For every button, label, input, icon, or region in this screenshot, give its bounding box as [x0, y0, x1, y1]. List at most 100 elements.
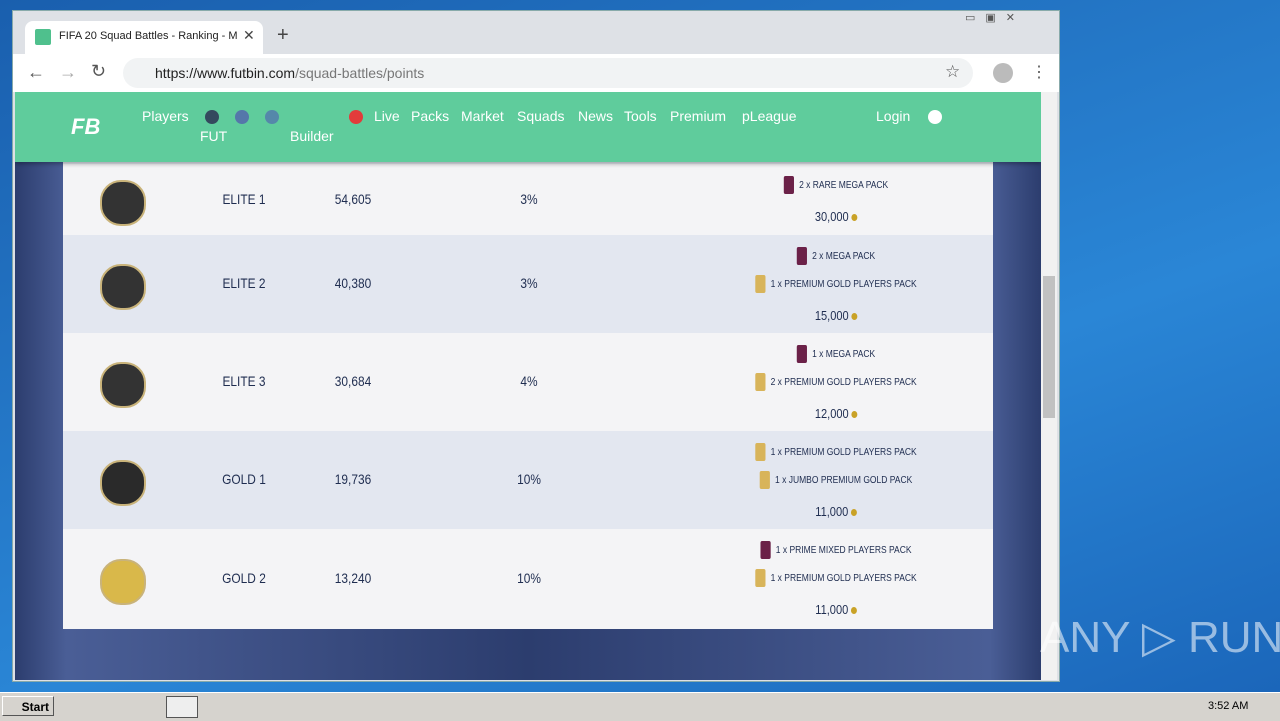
web-page: FB Players FUT Builder Live Packs Market Squad…	[15, 92, 1041, 680]
percent: 3%	[520, 190, 538, 207]
nav-item[interactable]: Players	[142, 108, 189, 124]
rank-badge	[100, 179, 146, 226]
nav-item[interactable]: News	[578, 108, 614, 124]
pack-icon	[759, 471, 770, 489]
nav-icon	[928, 110, 942, 124]
coins: 11,000	[815, 504, 857, 519]
url-host: https://www.futbin.com	[155, 65, 296, 81]
pack-icon	[783, 176, 794, 194]
table-row: ELITE 1 54,605 3% 2 x RARE MEGA PACK 30,000	[63, 164, 993, 235]
start-button[interactable]: Start	[2, 696, 54, 716]
coins: 11,000	[815, 602, 857, 617]
coin-icon	[851, 313, 858, 320]
back[interactable]: ←	[27, 62, 45, 82]
ranking-table: 51TOP 51-100129,7102 x MEGA PACK65,000EL…	[63, 92, 993, 680]
address-bar[interactable]: https://www.futbin.com/squad-battles/poi…	[123, 58, 973, 88]
reward-text: 1 x PREMIUM GOLD PLAYERS PACK	[770, 573, 917, 584]
nav-item[interactable]: FUT	[200, 128, 228, 144]
scroll-thumb[interactable]	[1043, 276, 1055, 418]
url: https://www.futbin.com/squad-battles/poi…	[155, 65, 424, 81]
watermark-left: ANY	[1040, 613, 1130, 662]
chrome-task[interactable]	[166, 696, 198, 718]
rank-badge	[100, 559, 146, 605]
reward-text: 1 x JUMBO PREMIUM GOLD PACK	[775, 475, 913, 486]
table-row: GOLD 2 13,240 10% 1 x PRIME MIXED PLAYERS P…	[63, 529, 993, 629]
coins: 15,000	[814, 308, 858, 323]
nav-item[interactable]: pLeague	[742, 108, 797, 124]
pack-icon	[755, 443, 766, 461]
nav-icon	[265, 110, 279, 124]
pack-icon	[755, 373, 766, 391]
table-row: ELITE 3 30,684 4% 1 x MEGA PACK 2 x PREMIUM …	[63, 333, 993, 431]
coin-icon	[851, 214, 858, 221]
rank-badge	[100, 264, 146, 310]
reward: 1 x PREMIUM GOLD PLAYERS PACK	[755, 569, 917, 587]
points: 54,605	[334, 190, 372, 207]
reward-text: 2 x PREMIUM GOLD PLAYERS PACK	[770, 377, 917, 388]
profile[interactable]	[993, 63, 1013, 83]
reload[interactable]: ↻	[91, 61, 107, 81]
tab-close[interactable]: ✕	[243, 27, 255, 43]
table-row: ELITE 2 40,380 3% 2 x MEGA PACK 1 x PREMIUM …	[63, 235, 993, 333]
browser-window: FIFA 20 Squad Battles - Ranking - M ✕ + …	[12, 10, 1060, 682]
scrollbar[interactable]	[1041, 92, 1057, 680]
browser-tab[interactable]: FIFA 20 Squad Battles - Ranking - M ✕	[25, 21, 263, 54]
favicon	[35, 29, 51, 45]
menu[interactable]: ⋮	[1031, 64, 1047, 81]
rank-name: ELITE 2	[222, 275, 266, 291]
reward: 1 x PREMIUM GOLD PLAYERS PACK	[755, 443, 917, 461]
clock: 3:52 AM	[1208, 700, 1249, 712]
reward-text: 1 x PREMIUM GOLD PLAYERS PACK	[770, 447, 917, 458]
coin-icon	[850, 607, 857, 614]
nav-icon	[205, 110, 219, 124]
new-tab[interactable]: +	[277, 24, 289, 46]
rank-name: GOLD 1	[222, 471, 266, 487]
nav-item[interactable]: Login	[876, 108, 911, 124]
percent: 3%	[520, 275, 538, 291]
window-controls[interactable]: ▭▣✕	[965, 12, 1026, 24]
coins: 30,000	[815, 209, 858, 224]
pack-icon	[760, 541, 771, 559]
points: 30,684	[334, 373, 372, 389]
site-logo[interactable]: FB	[71, 114, 101, 139]
coin-icon	[850, 509, 857, 516]
coins-text: 15,000	[814, 308, 849, 323]
coins-text: 12,000	[814, 406, 849, 421]
nav-item[interactable]: Squads	[517, 108, 565, 124]
points: 40,380	[334, 275, 372, 291]
forward[interactable]: →	[59, 62, 77, 82]
rank-name: ELITE 3	[222, 373, 266, 389]
rank-badge	[100, 362, 146, 408]
rank-name: ELITE 1	[222, 190, 266, 207]
reward: 1 x PRIME MIXED PLAYERS PACK	[760, 541, 912, 559]
nav-item[interactable]: Premium	[670, 108, 727, 124]
reward: 1 x MEGA PACK	[796, 345, 875, 363]
percent: 4%	[520, 373, 538, 389]
nav-item[interactable]: Live	[374, 108, 400, 124]
pack-icon	[755, 275, 766, 293]
reward-text: 2 x RARE MEGA PACK	[799, 180, 889, 191]
reward: 2 x PREMIUM GOLD PLAYERS PACK	[755, 373, 917, 391]
nav-item[interactable]: Packs	[411, 108, 450, 124]
reward-text: 1 x PRIME MIXED PLAYERS PACK	[775, 545, 912, 556]
coin-icon	[851, 411, 858, 418]
nav-icon	[235, 110, 249, 124]
reward: 2 x RARE MEGA PACK	[783, 176, 889, 194]
percent: 10%	[517, 570, 541, 586]
nav-icon	[349, 110, 363, 124]
tab-title: FIFA 20 Squad Battles - Ranking - M	[59, 30, 238, 42]
reward: 2 x MEGA PACK	[796, 247, 875, 265]
watermark: ANY ▷ RUN	[1040, 612, 1280, 663]
rank-badge	[100, 460, 146, 506]
reward-text: 1 x PREMIUM GOLD PLAYERS PACK	[770, 279, 917, 290]
taskbar: Start 3:52 AM	[0, 692, 1280, 721]
pack-icon	[796, 247, 807, 265]
nav-item[interactable]: Market	[461, 108, 504, 124]
pack-icon	[755, 569, 766, 587]
nav-item[interactable]: Builder	[290, 128, 334, 144]
table-row: GOLD 1 19,736 10% 1 x PREMIUM GOLD PLAYERS …	[63, 431, 993, 529]
coins-text: 11,000	[815, 602, 849, 617]
bookmark[interactable]: ☆	[945, 62, 961, 81]
nav-item[interactable]: Tools	[624, 108, 657, 124]
